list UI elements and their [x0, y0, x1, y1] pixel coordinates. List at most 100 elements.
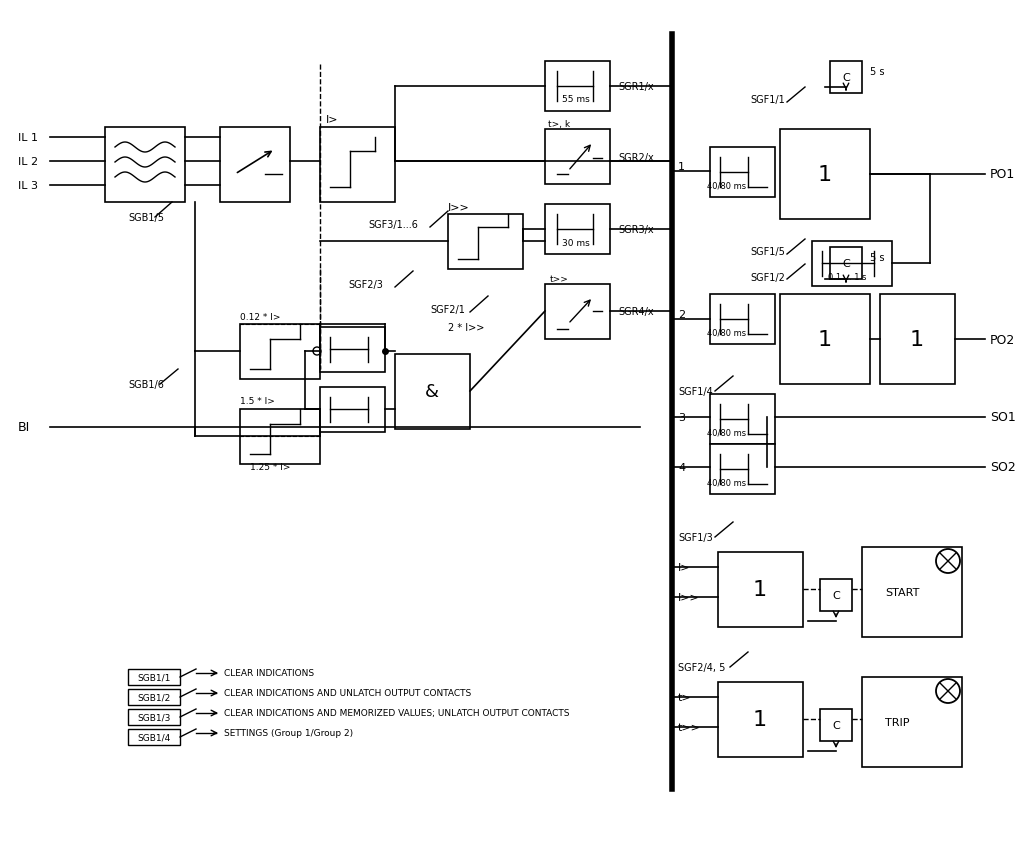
Text: 1: 1	[753, 579, 767, 600]
Text: 5 s: 5 s	[870, 67, 885, 77]
Text: SGF2/3: SGF2/3	[348, 280, 383, 290]
Bar	[321, 387, 385, 432]
Text: C: C	[833, 590, 840, 601]
Bar	[830, 247, 862, 280]
Text: 1.25 * I>: 1.25 * I>	[250, 463, 291, 472]
Text: t>: t>	[678, 692, 691, 702]
Text: BI: BI	[18, 421, 31, 434]
Text: SGB1/1: SGB1/1	[137, 673, 171, 682]
Text: 5 s: 5 s	[870, 252, 885, 263]
Text: 40/80 ms: 40/80 ms	[708, 328, 746, 337]
Text: SGF1/4: SGF1/4	[678, 386, 713, 397]
Text: I>: I>	[678, 562, 690, 572]
Bar	[820, 709, 852, 741]
Text: SGF2/1: SGF2/1	[430, 305, 465, 315]
Bar	[545, 62, 610, 112]
Text: SETTINGS (Group 1/Group 2): SETTINGS (Group 1/Group 2)	[224, 728, 353, 738]
Bar	[780, 130, 870, 220]
Text: t>>: t>>	[678, 722, 700, 732]
Text: SO2: SO2	[990, 461, 1016, 474]
Text: 0.12 * I>: 0.12 * I>	[240, 313, 281, 322]
Text: CLEAR INDICATIONS: CLEAR INDICATIONS	[224, 669, 314, 677]
Text: t>, k: t>, k	[548, 120, 570, 130]
Text: &: &	[425, 382, 439, 401]
Bar	[105, 128, 185, 203]
Text: SGF1/5: SGF1/5	[750, 247, 784, 257]
Text: IL 1: IL 1	[18, 133, 38, 142]
Text: 3: 3	[678, 413, 685, 422]
Text: 1: 1	[818, 329, 833, 350]
Bar	[830, 62, 862, 94]
Bar	[128, 689, 180, 705]
Bar	[862, 677, 962, 767]
Bar	[710, 294, 775, 345]
Text: TRIP: TRIP	[885, 717, 909, 727]
Text: SGR1/x: SGR1/x	[618, 82, 653, 92]
Bar	[395, 355, 470, 430]
Text: 1: 1	[753, 709, 767, 729]
Text: CLEAR INDICATIONS AND UNLATCH OUTPUT CONTACTS: CLEAR INDICATIONS AND UNLATCH OUTPUT CON…	[224, 688, 471, 698]
Bar	[545, 130, 610, 185]
Text: C: C	[833, 720, 840, 730]
Bar	[718, 553, 803, 627]
Text: C: C	[842, 73, 850, 83]
Bar	[820, 579, 852, 612]
Bar	[240, 409, 321, 464]
Bar	[128, 729, 180, 746]
Bar	[545, 285, 610, 339]
Text: SGF1/3: SGF1/3	[678, 532, 713, 543]
Text: C: C	[842, 258, 850, 269]
Bar	[710, 148, 775, 198]
Text: 4: 4	[678, 462, 685, 473]
Bar	[710, 395, 775, 444]
Text: SGB1/3: SGB1/3	[137, 712, 171, 722]
Text: 55 ms: 55 ms	[562, 96, 590, 104]
Text: IL 2: IL 2	[18, 157, 38, 167]
Text: SGB1/5: SGB1/5	[128, 212, 164, 223]
Bar	[710, 444, 775, 495]
Text: I>>: I>>	[678, 592, 699, 602]
Text: SGB1/2: SGB1/2	[137, 693, 171, 702]
Bar	[321, 328, 385, 373]
Text: SGR3/x: SGR3/x	[618, 224, 653, 235]
Bar	[128, 670, 180, 685]
Text: SGR4/x: SGR4/x	[618, 306, 653, 316]
Bar	[240, 325, 321, 380]
Text: t>>: t>>	[550, 276, 569, 284]
Text: IL 3: IL 3	[18, 181, 38, 191]
Text: SGB1/4: SGB1/4	[137, 733, 171, 741]
Bar	[718, 682, 803, 757]
Text: 40/80 ms: 40/80 ms	[708, 428, 746, 437]
Text: I>>: I>>	[449, 203, 470, 212]
Text: 40/80 ms: 40/80 ms	[708, 182, 746, 190]
Text: 0.1 ... 1 s: 0.1 ... 1 s	[827, 273, 866, 282]
Text: 30 ms: 30 ms	[562, 238, 590, 247]
Bar	[545, 205, 610, 255]
Text: PO2: PO2	[990, 334, 1015, 346]
Bar	[321, 128, 395, 203]
Text: CLEAR INDICATIONS AND MEMORIZED VALUES; UNLATCH OUTPUT CONTACTS: CLEAR INDICATIONS AND MEMORIZED VALUES; …	[224, 709, 569, 717]
Text: SGR2/x: SGR2/x	[618, 153, 653, 163]
Bar	[862, 548, 962, 637]
Bar	[812, 241, 892, 287]
Text: SO1: SO1	[990, 411, 1016, 424]
Bar	[780, 294, 870, 385]
Text: SGF1/1: SGF1/1	[750, 95, 784, 105]
Text: SGF1/2: SGF1/2	[750, 273, 784, 282]
Text: 1: 1	[678, 162, 685, 171]
Bar	[449, 215, 523, 270]
Bar	[880, 294, 955, 385]
Text: I>: I>	[326, 115, 339, 125]
Text: 2: 2	[678, 310, 685, 320]
Text: 40/80 ms: 40/80 ms	[708, 478, 746, 487]
Text: SGF2/4, 5: SGF2/4, 5	[678, 662, 725, 672]
Text: 1.5 * I>: 1.5 * I>	[240, 397, 274, 406]
Text: SGB1/6: SGB1/6	[128, 380, 164, 390]
Bar	[128, 709, 180, 725]
Text: 1: 1	[910, 329, 924, 350]
Bar	[220, 128, 290, 203]
Text: SGF3/1...6: SGF3/1...6	[368, 220, 418, 229]
Text: PO1: PO1	[990, 168, 1015, 182]
Text: 2 * I>>: 2 * I>>	[449, 322, 484, 333]
Text: START: START	[885, 588, 920, 597]
